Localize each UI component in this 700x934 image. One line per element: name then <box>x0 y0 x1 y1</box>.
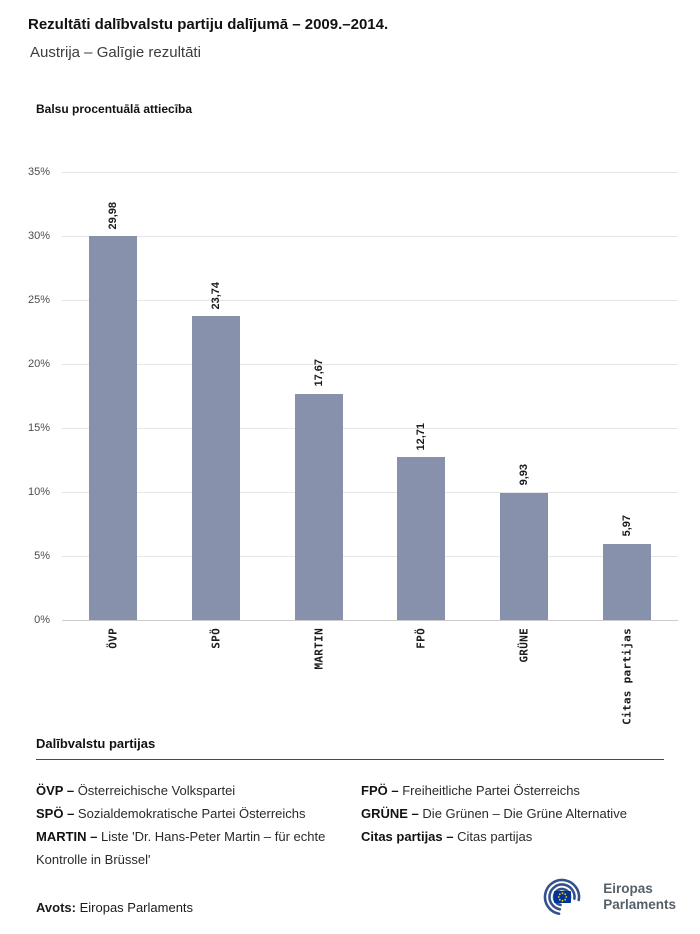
gridline-15% <box>62 428 678 429</box>
legend-party-name: ÖVP – <box>36 783 75 798</box>
bar-MARTIN <box>294 393 343 620</box>
legend-party-desc: Citas partijas <box>457 829 533 844</box>
legend-column-left: ÖVP – Österreichische Volkspartei SPÖ – … <box>36 779 361 871</box>
plot-area: 29,98 23,74 17,67 12,71 9,93 5,97 <box>62 172 678 621</box>
bar-value-label-FPÖ: 12,71 <box>415 422 428 451</box>
y-tick-label-30%: 30% <box>27 230 50 242</box>
bar-GRÜNE <box>500 492 548 620</box>
european-parliament-logo: Eiropas Parlaments <box>539 876 676 918</box>
y-tick-label-15%: 15% <box>27 422 50 434</box>
gridline-5% <box>62 556 678 557</box>
y-tick-label-35%: 35% <box>27 166 50 178</box>
legend-party-name: GRÜNE – <box>361 806 419 821</box>
legend-party-name: FPÖ – <box>361 783 399 798</box>
bar-value-label-GRÜNE: 9,93 <box>518 464 530 486</box>
chart-title: Balsu procentuālā attiecība <box>36 102 193 116</box>
bar-value-label-ÖVP: 29,98 <box>107 201 120 230</box>
bar-value-label-SPÖ: 23,74 <box>210 281 222 310</box>
logo-text: Eiropas Parlaments <box>603 881 676 913</box>
ep-hemicycle-icon <box>543 878 581 916</box>
legend-party-name: SPÖ – <box>36 806 75 821</box>
gridline-30% <box>62 236 678 237</box>
source-note: Avots: Eiropas Parlaments <box>36 900 193 915</box>
x-axis: ÖVP SPÖ MARTIN FPÖ GRÜNE Citas partijas <box>62 620 678 730</box>
logo-text-line2: Parlaments <box>603 897 676 912</box>
legend-item-ovp: ÖVP – Österreichische Volkspartei <box>36 779 349 802</box>
legend-item-grune: GRÜNE – Die Grünen – Die Grüne Alternati… <box>361 802 664 825</box>
gridline-10% <box>62 492 678 493</box>
legend-party-name: MARTIN – <box>36 829 98 844</box>
eu-flag-icon <box>554 891 572 903</box>
bar-ÖVP <box>89 236 138 620</box>
gridline-20% <box>62 364 678 365</box>
bar-value-label-MARTIN: 17,67 <box>312 359 325 387</box>
legend-party-desc: Sozialdemokratische Partei Österreichs <box>77 806 306 821</box>
gridline-25% <box>62 300 678 301</box>
bar-SPÖ <box>192 316 240 620</box>
source-label: Avots: <box>36 900 76 915</box>
legend-party-desc: Freiheitliche Partei Österreichs <box>402 783 580 798</box>
page-title: Rezultāti dalībvalstu partiju dalījumā –… <box>28 16 389 33</box>
gridline-0% <box>62 620 678 621</box>
page-subtitle: Austrija – Galīgie rezultāti <box>30 44 201 61</box>
x-category-label-ÖVP: ÖVP <box>106 628 120 649</box>
y-tick-label-5%: 5% <box>34 550 50 562</box>
x-category-label-Citas partijas: Citas partijas <box>620 628 634 725</box>
y-tick-label-10%: 10% <box>27 486 50 498</box>
legend-party-name: Citas partijas – <box>361 829 454 844</box>
y-tick-label-20%: 20% <box>27 358 50 370</box>
legend: ÖVP – Österreichische Volkspartei SPÖ – … <box>36 779 664 871</box>
bar-value-label-Citas partijas: 5,97 <box>620 515 633 537</box>
legend-divider <box>36 759 664 760</box>
eu-flag-stars <box>558 892 568 902</box>
logo-text-line1: Eiropas <box>603 881 653 896</box>
legend-item-spo: SPÖ – Sozialdemokratische Partei Österre… <box>36 802 349 825</box>
x-category-label-MARTIN: MARTIN <box>312 628 326 670</box>
legend-party-desc: Österreichische Volkspartei <box>77 783 236 798</box>
legend-party-desc: Liste 'Dr. Hans-Peter Martin – für echte… <box>36 829 326 867</box>
legend-item-martin: MARTIN – Liste 'Dr. Hans-Peter Martin – … <box>36 825 349 871</box>
bar-Citas partijas <box>602 543 651 620</box>
x-category-label-SPÖ: SPÖ <box>209 628 223 649</box>
gridline-35% <box>62 172 678 173</box>
legend-heading: Dalībvalstu partijas <box>36 736 156 751</box>
y-axis: 0% 5% 10% 15% 20% 25% 30% 35% <box>0 166 56 626</box>
legend-column-right: FPÖ – Freiheitliche Partei Österreichs G… <box>361 779 664 871</box>
legend-item-citas-partijas: Citas partijas – Citas partijas <box>361 825 664 848</box>
bar-FPÖ <box>397 457 446 620</box>
x-category-label-FPÖ: FPÖ <box>414 628 428 649</box>
legend-item-fpo: FPÖ – Freiheitliche Partei Österreichs <box>361 779 664 802</box>
y-tick-label-0%: 0% <box>34 614 50 626</box>
x-category-label-GRÜNE: GRÜNE <box>517 628 531 663</box>
y-tick-label-25%: 25% <box>27 294 50 306</box>
legend-party-desc: Die Grünen – Die Grüne Alternative <box>422 806 627 821</box>
source-value: Eiropas Parlaments <box>79 900 194 915</box>
